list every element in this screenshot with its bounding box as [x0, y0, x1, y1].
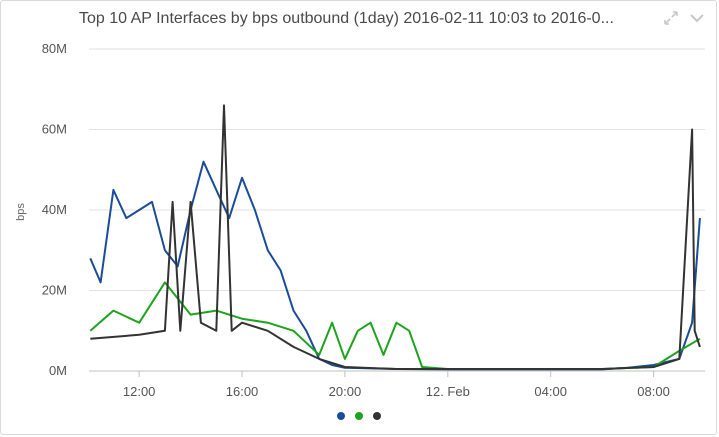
expand-arrows-icon[interactable]: [662, 9, 680, 27]
y-axis-ticks: 0M 20M 40M 60M 80M: [42, 41, 67, 378]
y-axis-label: bps: [15, 203, 27, 221]
series-lines: [89, 104, 701, 371]
x-tick-label: 08:00: [637, 384, 670, 397]
legend-dot-1[interactable]: [354, 412, 363, 420]
x-tick-label: 12:00: [123, 384, 156, 397]
y-tick-label: 60M: [42, 122, 67, 137]
x-tick-label: 12. Feb: [426, 384, 470, 397]
legend-dot-0[interactable]: [336, 412, 345, 420]
widget-header: Top 10 AP Interfaces by bps outbound (1d…: [1, 1, 716, 37]
x-axis-ticks: 12:00 16:00 20:00 12. Feb 04:00 08:00: [123, 371, 670, 397]
x-tick-label: 20:00: [329, 384, 362, 397]
series-line-2[interactable]: [90, 104, 701, 370]
x-tick-label: 04:00: [534, 384, 567, 397]
y-tick-label: 80M: [42, 41, 67, 56]
y-tick-label: 20M: [42, 283, 67, 298]
x-tick-label: 16:00: [226, 384, 259, 397]
series-line-1[interactable]: [89, 281, 701, 370]
y-tick-label: 0M: [49, 363, 67, 378]
chevron-down-icon[interactable]: [688, 9, 706, 27]
chart-legend: [1, 406, 716, 426]
series-line-0[interactable]: [89, 160, 701, 371]
legend-dot-2[interactable]: [372, 412, 381, 420]
line-chart: 0M 20M 40M 60M 80M 12:00 16:00 20:00 12. Feb 04:…: [15, 41, 705, 397]
widget-title: Top 10 AP Interfaces by bps outbound (1d…: [79, 10, 614, 27]
y-tick-label: 40M: [42, 202, 67, 217]
